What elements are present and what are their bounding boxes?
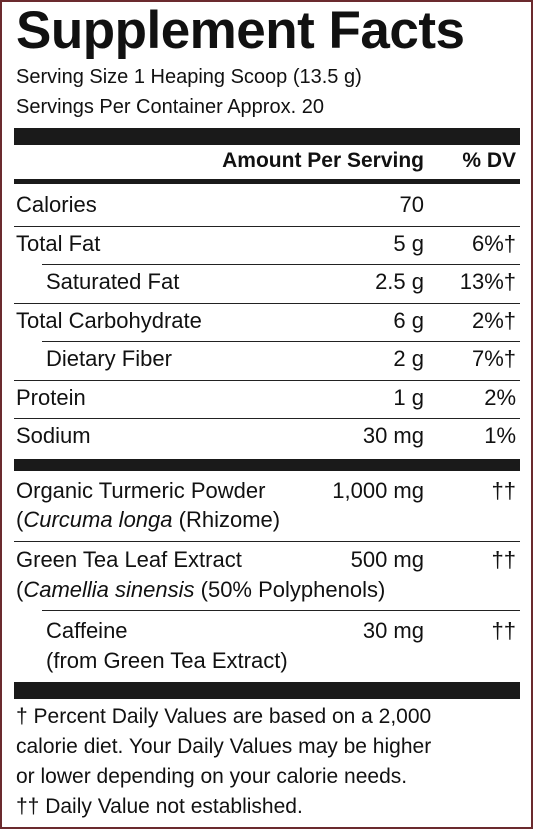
header-divider [14, 179, 520, 184]
row-divider [14, 380, 520, 381]
row-divider [42, 341, 520, 342]
nutrient-name: Saturated Fat [46, 269, 180, 294]
thick-divider-bottom [14, 682, 520, 699]
footnote-line: or lower depending on your calorie needs… [16, 765, 408, 788]
nutrient-amount: 2 g [393, 346, 424, 371]
nutrient-amount: 1 g [393, 385, 424, 410]
serving-size: Serving Size 1 Heaping Scoop (13.5 g) [16, 66, 362, 88]
footnote-line: calorie diet. Your Daily Values may be h… [16, 735, 432, 758]
nutrient-amount: 70 [399, 192, 424, 217]
ingredient-name: Green Tea Leaf Extract [16, 547, 242, 572]
thick-divider-top [14, 128, 520, 145]
servings-per-container: Servings Per Container Approx. 20 [16, 96, 324, 118]
ingredient-amount: 500 mg [350, 547, 424, 572]
ingredient-dv: †† [491, 618, 516, 643]
row-divider [42, 264, 520, 265]
amount-header: Amount Per Serving [222, 149, 424, 172]
row-divider [14, 303, 520, 304]
nutrient-name: Calories [16, 192, 97, 217]
latin-name: Camellia sinensis [23, 577, 195, 602]
row-divider [42, 610, 520, 611]
row-divider [14, 418, 520, 419]
source-part: (50% Polyphenols) [194, 577, 386, 602]
nutrient-amount: 5 g [393, 231, 424, 256]
nutrient-dv: 6%† [471, 231, 516, 256]
row-divider [14, 541, 520, 542]
thick-divider-middle [14, 459, 520, 471]
nutrient-amount: 30 mg [362, 423, 424, 448]
ingredient-name: Organic Turmeric Powder [16, 478, 266, 503]
ingredient-dv: †† [491, 547, 516, 572]
nutrient-dv: 7%† [471, 346, 516, 371]
panel-title: Supplement Facts [16, 1, 465, 60]
ingredient-name: Caffeine [46, 618, 128, 643]
nutrient-amount: 2.5 g [375, 269, 424, 294]
ingredient-amount: 30 mg [362, 618, 424, 643]
nutrient-amount: 6 g [393, 308, 424, 333]
nutrient-name: Total Carbohydrate [16, 308, 202, 333]
nutrient-dv: 13%† [459, 269, 516, 294]
footnote-line: † Percent Daily Values are based on a 2,… [16, 705, 432, 728]
nutrient-name: Total Fat [16, 231, 101, 256]
row-divider [14, 226, 520, 227]
ingredient-amount: 1,000 mg [332, 478, 424, 503]
nutrient-dv: 2% [484, 385, 516, 410]
nutrient-name: Dietary Fiber [46, 346, 172, 371]
source-part: (Rhizome) [172, 507, 281, 532]
ingredient-dv: †† [491, 478, 516, 503]
nutrient-dv: 2%† [471, 308, 516, 333]
nutrient-dv: 1% [484, 423, 516, 448]
ingredient-source: (from Green Tea Extract) [46, 648, 288, 673]
nutrient-name: Protein [16, 385, 86, 410]
nutrient-name: Sodium [16, 423, 91, 448]
footnote-line: †† Daily Value not established. [16, 795, 303, 818]
ingredient-source: (Curcuma longa (Rhizome) [16, 507, 281, 532]
latin-name: Curcuma longa [23, 507, 173, 532]
ingredient-source: (Camellia sinensis (50% Polyphenols) [16, 577, 386, 602]
dv-header: % DV [462, 149, 516, 172]
